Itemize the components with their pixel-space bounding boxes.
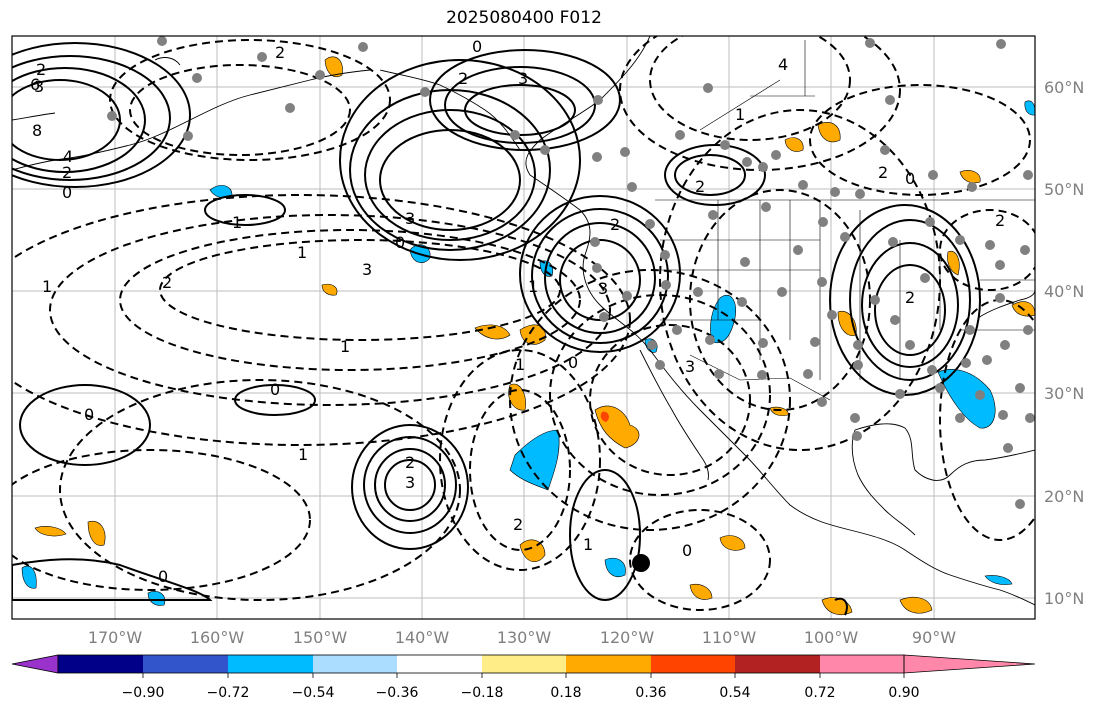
lon-label: 110°W — [702, 628, 757, 647]
colorbar-segment — [397, 655, 482, 673]
lat-label: 50°N — [1044, 180, 1084, 199]
colorbar-tick-label: −0.72 — [207, 685, 250, 701]
latitude-labels: 60°N 50°N 40°N 30°N 20°N 10°N — [1044, 78, 1084, 608]
contour-label: 0 — [270, 380, 280, 399]
contour-label: 8 — [32, 121, 42, 140]
colorbar: −0.90 −0.72 −0.54 −0.36 −0.18 0.18 0.36 … — [11, 654, 1036, 701]
contour-label: 3 — [362, 260, 372, 279]
colorbar-tick-label: −0.54 — [292, 685, 335, 701]
lon-label: 130°W — [497, 628, 552, 647]
contour-label: 2 — [905, 288, 915, 307]
contour-label: 2 — [610, 215, 620, 234]
lon-label: 120°W — [600, 628, 655, 647]
lon-label: 90°W — [912, 628, 956, 647]
contour-label: 2 — [162, 273, 172, 292]
contour-label: 4 — [778, 55, 788, 74]
colorbar-segment — [651, 655, 735, 673]
contour-label: 1 — [528, 277, 538, 296]
colorbar-tick-label: −0.36 — [376, 685, 419, 701]
contour-label: 2 — [62, 163, 72, 182]
lat-label: 10°N — [1044, 589, 1084, 608]
colorbar-extend-high — [903, 654, 1036, 674]
colorbar-extend-low — [11, 654, 59, 674]
contour-label: 1 — [583, 535, 593, 554]
contour-label: 2 — [513, 515, 523, 534]
lat-label: 40°N — [1044, 282, 1084, 301]
contour-label: 3 — [34, 77, 44, 96]
contour-labels: 2 3 6 8 4 2 0 1 2 3 2 3 0 1 2 3 1 0 2 1 … — [30, 37, 1005, 586]
colorbar-tick-label: −0.18 — [461, 685, 504, 701]
contour-label: 2 — [405, 453, 415, 472]
contour-label: 1 — [515, 355, 525, 374]
colorbar-tick-label: 0.36 — [635, 685, 666, 701]
colorbar-tick-label: 0.18 — [550, 685, 581, 701]
lon-label: 100°W — [804, 628, 859, 647]
lon-label: 140°W — [395, 628, 450, 647]
contour-label: 0 — [568, 353, 578, 372]
contour-label: 0 — [682, 541, 692, 560]
contour-label: 2 — [695, 177, 705, 196]
contour-label: 1 — [340, 337, 350, 356]
contour-label: 6 — [30, 75, 40, 94]
contour-label: 0 — [158, 567, 168, 586]
contour-label: 1 — [232, 213, 242, 232]
colorbar-tick-label: 0.54 — [719, 685, 750, 701]
contour-label: 1 — [298, 445, 308, 464]
contour-label: 1 — [42, 277, 52, 296]
colorbar-segment — [482, 655, 566, 673]
contour-label: 0 — [84, 405, 94, 424]
station-markers — [107, 36, 1035, 509]
lat-label: 30°N — [1044, 384, 1084, 403]
colorbar-segment — [566, 655, 651, 673]
coastlines — [12, 36, 1035, 606]
colorbar-tick-label: 0.90 — [888, 685, 919, 701]
contour-label: 4 — [63, 147, 73, 166]
colorbar-segment — [313, 655, 397, 673]
colorbar-segment — [58, 655, 143, 673]
contour-label: 0 — [62, 183, 72, 202]
colorbar-tick-label: 0.72 — [804, 685, 835, 701]
contour-label: 3 — [685, 357, 695, 376]
contour-label: 2 — [878, 163, 888, 182]
colorbar-segment — [143, 655, 228, 673]
contour-label: 2 — [995, 211, 1005, 230]
lon-label: 150°W — [293, 628, 348, 647]
contour-label: 2 — [275, 43, 285, 62]
colorbar-tick-label: −0.90 — [122, 685, 165, 701]
longitude-labels: 170°W 160°W 150°W 140°W 130°W 120°W 110°… — [88, 628, 956, 647]
map-title: 2025080400 F012 — [446, 8, 602, 28]
colorbar-segment — [228, 655, 313, 673]
map-frame — [11, 35, 1036, 620]
contour-label: 3 — [518, 69, 528, 88]
contour-label: 0 — [905, 169, 915, 188]
lon-label: 170°W — [88, 628, 143, 647]
contour-label: 3 — [598, 279, 608, 298]
contour-label: 1 — [735, 105, 745, 124]
lat-label: 60°N — [1044, 78, 1084, 97]
storm-center-marker — [632, 554, 650, 572]
lat-label: 20°N — [1044, 487, 1084, 506]
colorbar-segment — [735, 655, 820, 673]
contour-label: 1 — [297, 243, 307, 262]
lon-label: 160°W — [190, 628, 245, 647]
contour-label: 2 — [458, 69, 468, 88]
contour-label: 3 — [405, 473, 415, 492]
contour-label: 2 — [36, 60, 46, 79]
contour-label: 3 — [405, 209, 415, 228]
colorbar-segment — [820, 655, 904, 673]
contour-label: 0 — [472, 37, 482, 56]
contour-label: 0 — [395, 233, 405, 252]
